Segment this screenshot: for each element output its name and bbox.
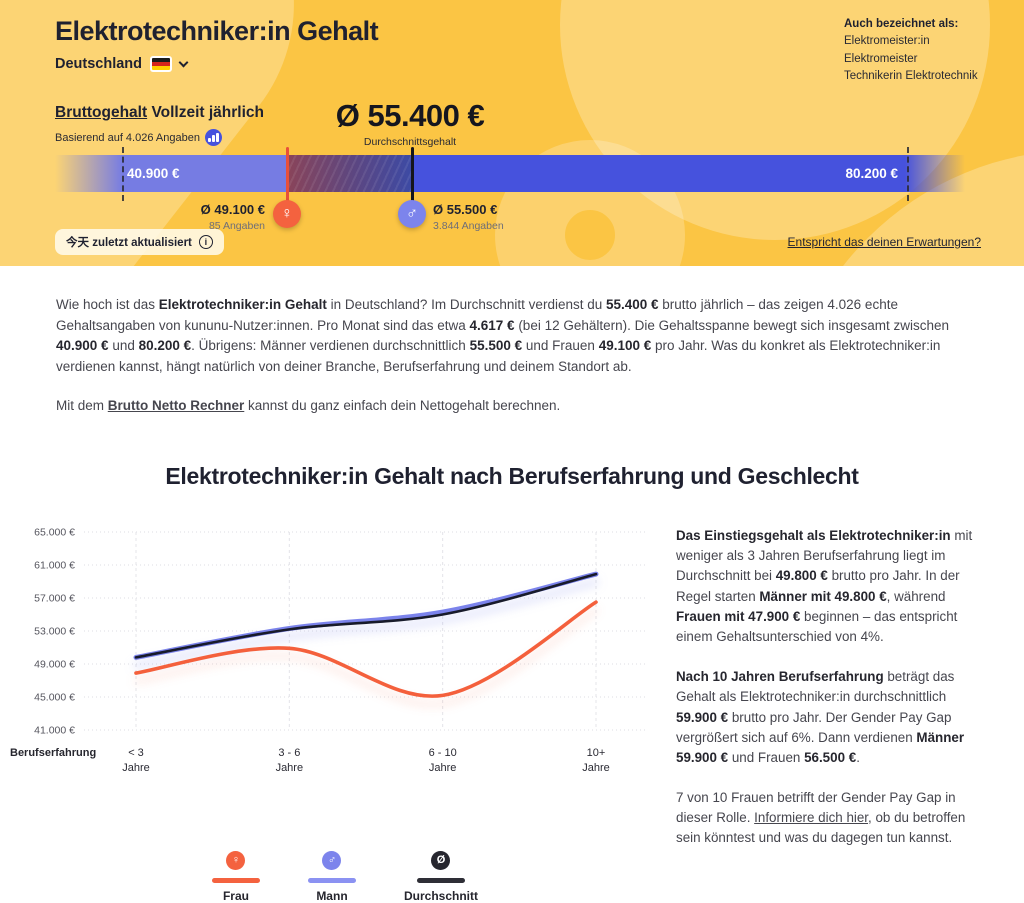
last-updated-text: 今天 zuletzt aktualisiert	[66, 237, 192, 249]
gender-gap-hatch	[287, 155, 413, 192]
male-salary-stat: Ø 55.500 € 3.844 Angaben	[433, 202, 504, 232]
salary-range-bar: 40.900 € 80.200 €	[55, 155, 965, 192]
also-known-as: Auch bezeichnet als: Elektromeister:in E…	[844, 16, 980, 85]
average-salary: Ø 55.400 € Durchschnittsgehalt	[335, 98, 485, 148]
based-on-label: Basierend auf 4.026 Angaben	[55, 131, 200, 144]
experience-gender-chart: 65.000 € 61.000 € 57.000 € 53.000 € 49.000 €…	[6, 518, 666, 849]
expectations-link[interactable]: Entspricht das deinen Erwartungen?	[787, 235, 981, 249]
legend-item-mann[interactable]: ♂ Mann	[307, 850, 356, 903]
salary-type-rest: Vollzeit jährlich	[147, 104, 264, 121]
salary-header: Elektrotechniker:in Gehalt Deutschland A…	[0, 0, 1024, 266]
male-icon[interactable]: ♂	[398, 200, 426, 228]
chart-legend: ♀ Frau ♂ Mann Ø Durchschnitt	[0, 850, 660, 903]
legend-color-bar	[307, 877, 356, 883]
svg-text:< 3: < 3	[128, 747, 144, 759]
range-min-dash	[122, 147, 124, 201]
netto-calculator-paragraph: Mit dem Brutto Netto Rechner kannst du g…	[56, 398, 561, 414]
country-label: Deutschland	[55, 56, 143, 72]
svg-text:10+: 10+	[587, 747, 606, 759]
average-salary-label: Durchschnittsgehalt	[363, 136, 457, 148]
chart-title: Elektrotechniker:in Gehalt nach Berufser…	[165, 462, 859, 489]
chevron-down-icon	[178, 57, 189, 67]
legend-label: Durchschnitt	[403, 888, 478, 903]
intro-section: Wie hoch ist das Elektrotechniker:in Geh…	[0, 266, 1024, 417]
svg-text:61.000 €: 61.000 €	[34, 559, 75, 571]
bruttogehalt-link[interactable]: Bruttogehalt	[55, 104, 148, 121]
salary-min: 40.900 €	[127, 166, 180, 181]
legend-color-bar	[211, 877, 260, 883]
svg-text:Berufserfahrung: Berufserfahrung	[10, 747, 96, 759]
salary-type: Bruttogehalt Vollzeit jährlich Basierend…	[55, 104, 264, 146]
inline-link[interactable]: Informiere dich hier	[754, 810, 869, 826]
female-icon[interactable]: ♀	[273, 200, 301, 228]
legend-label: Mann	[316, 888, 348, 903]
legend-color-bar	[416, 877, 465, 883]
intro-paragraph: Wie hoch ist das Elektrotechniker:in Geh…	[56, 297, 950, 374]
bar-chart-icon	[204, 129, 222, 146]
chart-side-text: Das Einstiegsgehalt als Elektrotechniker…	[676, 518, 980, 849]
also-known-item: Technikerin Elektrotechnik	[844, 69, 978, 82]
svg-text:45.000 €: 45.000 €	[34, 691, 75, 703]
average-salary-value: Ø 55.400 €	[335, 98, 485, 133]
svg-text:3 - 6: 3 - 6	[278, 747, 300, 759]
female-icon: ♀	[226, 850, 246, 870]
svg-text:Jahre: Jahre	[582, 762, 610, 774]
also-known-item: Elektromeister:in	[844, 35, 930, 48]
male-salary-value: Ø 55.500 €	[433, 202, 498, 217]
salary-max: 80.200 €	[845, 166, 898, 181]
legend-item-durchschnitt[interactable]: Ø Durchschnitt	[403, 850, 478, 903]
entry-salary-paragraph: Das Einstiegsgehalt als Elektrotechniker…	[676, 527, 973, 645]
range-max-dash	[907, 147, 909, 201]
info-icon[interactable]: i	[198, 235, 213, 249]
country-selector[interactable]: Deutschland	[55, 56, 189, 72]
legend-item-frau[interactable]: ♀ Frau	[211, 850, 260, 903]
svg-text:Jahre: Jahre	[429, 762, 457, 774]
svg-text:41.000 €: 41.000 €	[34, 724, 75, 736]
line-durchschnitt	[134, 572, 598, 659]
svg-text:49.000 €: 49.000 €	[34, 658, 75, 670]
svg-text:57.000 €: 57.000 €	[34, 592, 75, 604]
germany-flag-icon	[150, 56, 173, 72]
female-salary-value: Ø 49.100 €	[200, 202, 265, 217]
svg-text:53.000 €: 53.000 €	[34, 625, 75, 637]
female-salary-count: 85 Angaben	[208, 220, 265, 232]
svg-text:6 - 10: 6 - 10	[429, 747, 457, 759]
chart-row: 65.000 € 61.000 € 57.000 € 53.000 € 49.000 €…	[0, 518, 1024, 849]
svg-text:Jahre: Jahre	[276, 762, 304, 774]
page-title: Elektrotechniker:in Gehalt	[55, 16, 379, 46]
male-salary-count: 3.844 Angaben	[433, 220, 504, 232]
line-frau	[134, 599, 598, 698]
average-icon: Ø	[431, 850, 451, 870]
inline-link[interactable]: Brutto Netto Rechner	[107, 398, 245, 414]
also-known-heading: Auch bezeichnet als:	[844, 18, 959, 30]
gender-pay-gap-paragraph: 7 von 10 Frauen betrifft der Gender Pay …	[676, 789, 966, 846]
svg-text:65.000 €: 65.000 €	[34, 526, 75, 538]
legend-label: Frau	[222, 888, 249, 903]
female-salary-stat: Ø 49.100 € 85 Angaben	[150, 202, 265, 232]
female-marker-line	[286, 147, 289, 203]
male-marker-line	[411, 147, 414, 203]
ten-years-paragraph: Nach 10 Jahren Berufserfahrung beträgt d…	[676, 668, 965, 766]
also-known-item: Elektromeister	[844, 52, 918, 65]
svg-text:Jahre: Jahre	[122, 762, 150, 774]
last-updated-badge: 今天 zuletzt aktualisiert i	[55, 229, 224, 255]
male-icon: ♂	[322, 850, 342, 870]
